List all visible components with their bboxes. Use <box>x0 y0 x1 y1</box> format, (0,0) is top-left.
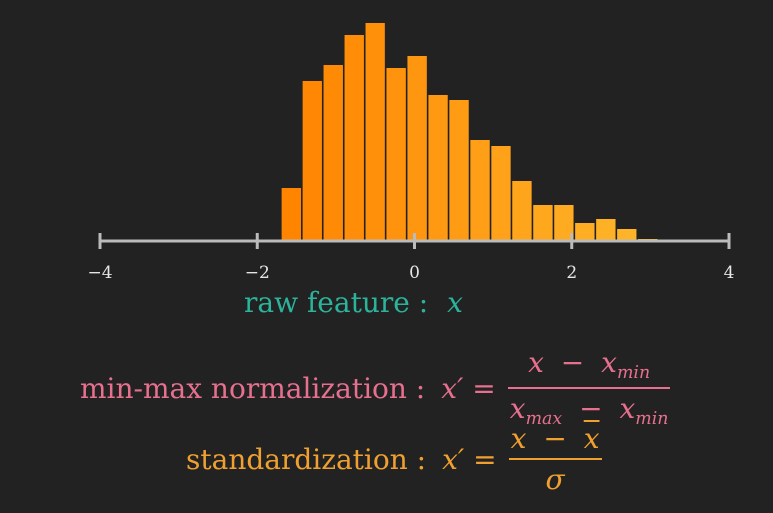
histogram-bar <box>407 56 427 241</box>
standardization-label: standardization : <box>186 442 427 476</box>
histogram-bar <box>428 95 448 241</box>
histogram-bar <box>449 100 469 241</box>
histogram-bar <box>575 223 595 241</box>
std-num-minus: − <box>543 422 567 455</box>
standardization-equation: standardization : x′ = x − x σ <box>186 424 602 494</box>
num-min-sub: min <box>616 363 651 384</box>
den-xmax-x: x <box>509 391 526 425</box>
minmax-label: min-max normalization : <box>80 371 426 405</box>
histogram-bar <box>596 219 616 241</box>
histogram-bars <box>281 23 658 241</box>
raw-feature-text: raw feature : <box>244 286 429 319</box>
num-minus: − <box>560 346 585 379</box>
num-xmin-x: x <box>601 346 617 379</box>
minmax-fraction: x − xmin xmax − xmin <box>507 348 671 428</box>
standard-fraction-bar <box>508 458 602 460</box>
histogram-bar <box>281 188 302 241</box>
den-minus: − <box>579 391 603 425</box>
histogram-bar <box>470 140 490 241</box>
histogram-bar <box>344 35 364 241</box>
raw-feature-variable: x <box>447 286 463 319</box>
standard-numerator: x − x <box>509 424 602 453</box>
num-x: x <box>528 346 544 379</box>
x-tick-label: −4 <box>87 263 112 283</box>
histogram-bar <box>302 81 322 241</box>
x-tick-label: 2 <box>566 263 577 283</box>
x-axis <box>98 233 731 249</box>
histogram-bar <box>617 229 637 241</box>
standard-lhs: x′ = <box>442 442 497 476</box>
histogram-bar <box>512 181 532 241</box>
histogram-bar <box>554 205 574 241</box>
standard-fraction: x − x σ <box>508 424 602 496</box>
minmax-lhs: x′ = <box>441 371 496 405</box>
std-denominator-sigma: σ <box>545 462 565 496</box>
x-tick-label: 4 <box>724 263 735 283</box>
histogram-bar <box>491 146 511 241</box>
minmax-equation: min-max normalization : x′ = x − xmin xm… <box>80 348 671 428</box>
histogram-bar <box>323 65 343 241</box>
minmax-numerator: x − xmin <box>526 348 652 382</box>
den-max-sub: max <box>525 408 563 429</box>
x-tick-label: 0 <box>409 263 420 283</box>
den-min-sub: min <box>635 408 669 429</box>
minmax-denominator: xmax − xmin <box>508 394 671 428</box>
x-tick-label: −2 <box>245 263 270 283</box>
histogram-bar <box>533 205 553 241</box>
minmax-fraction-bar <box>507 387 671 389</box>
den-xmin-x: x <box>619 391 636 425</box>
std-num-xbar: x <box>583 422 600 455</box>
std-num-x: x <box>510 422 527 455</box>
histogram-bar <box>386 68 406 241</box>
histogram-bar <box>365 23 385 241</box>
x-tick-labels: −4 −2 0 2 4 <box>87 263 734 283</box>
raw-feature-label: raw feature : x <box>244 286 463 319</box>
